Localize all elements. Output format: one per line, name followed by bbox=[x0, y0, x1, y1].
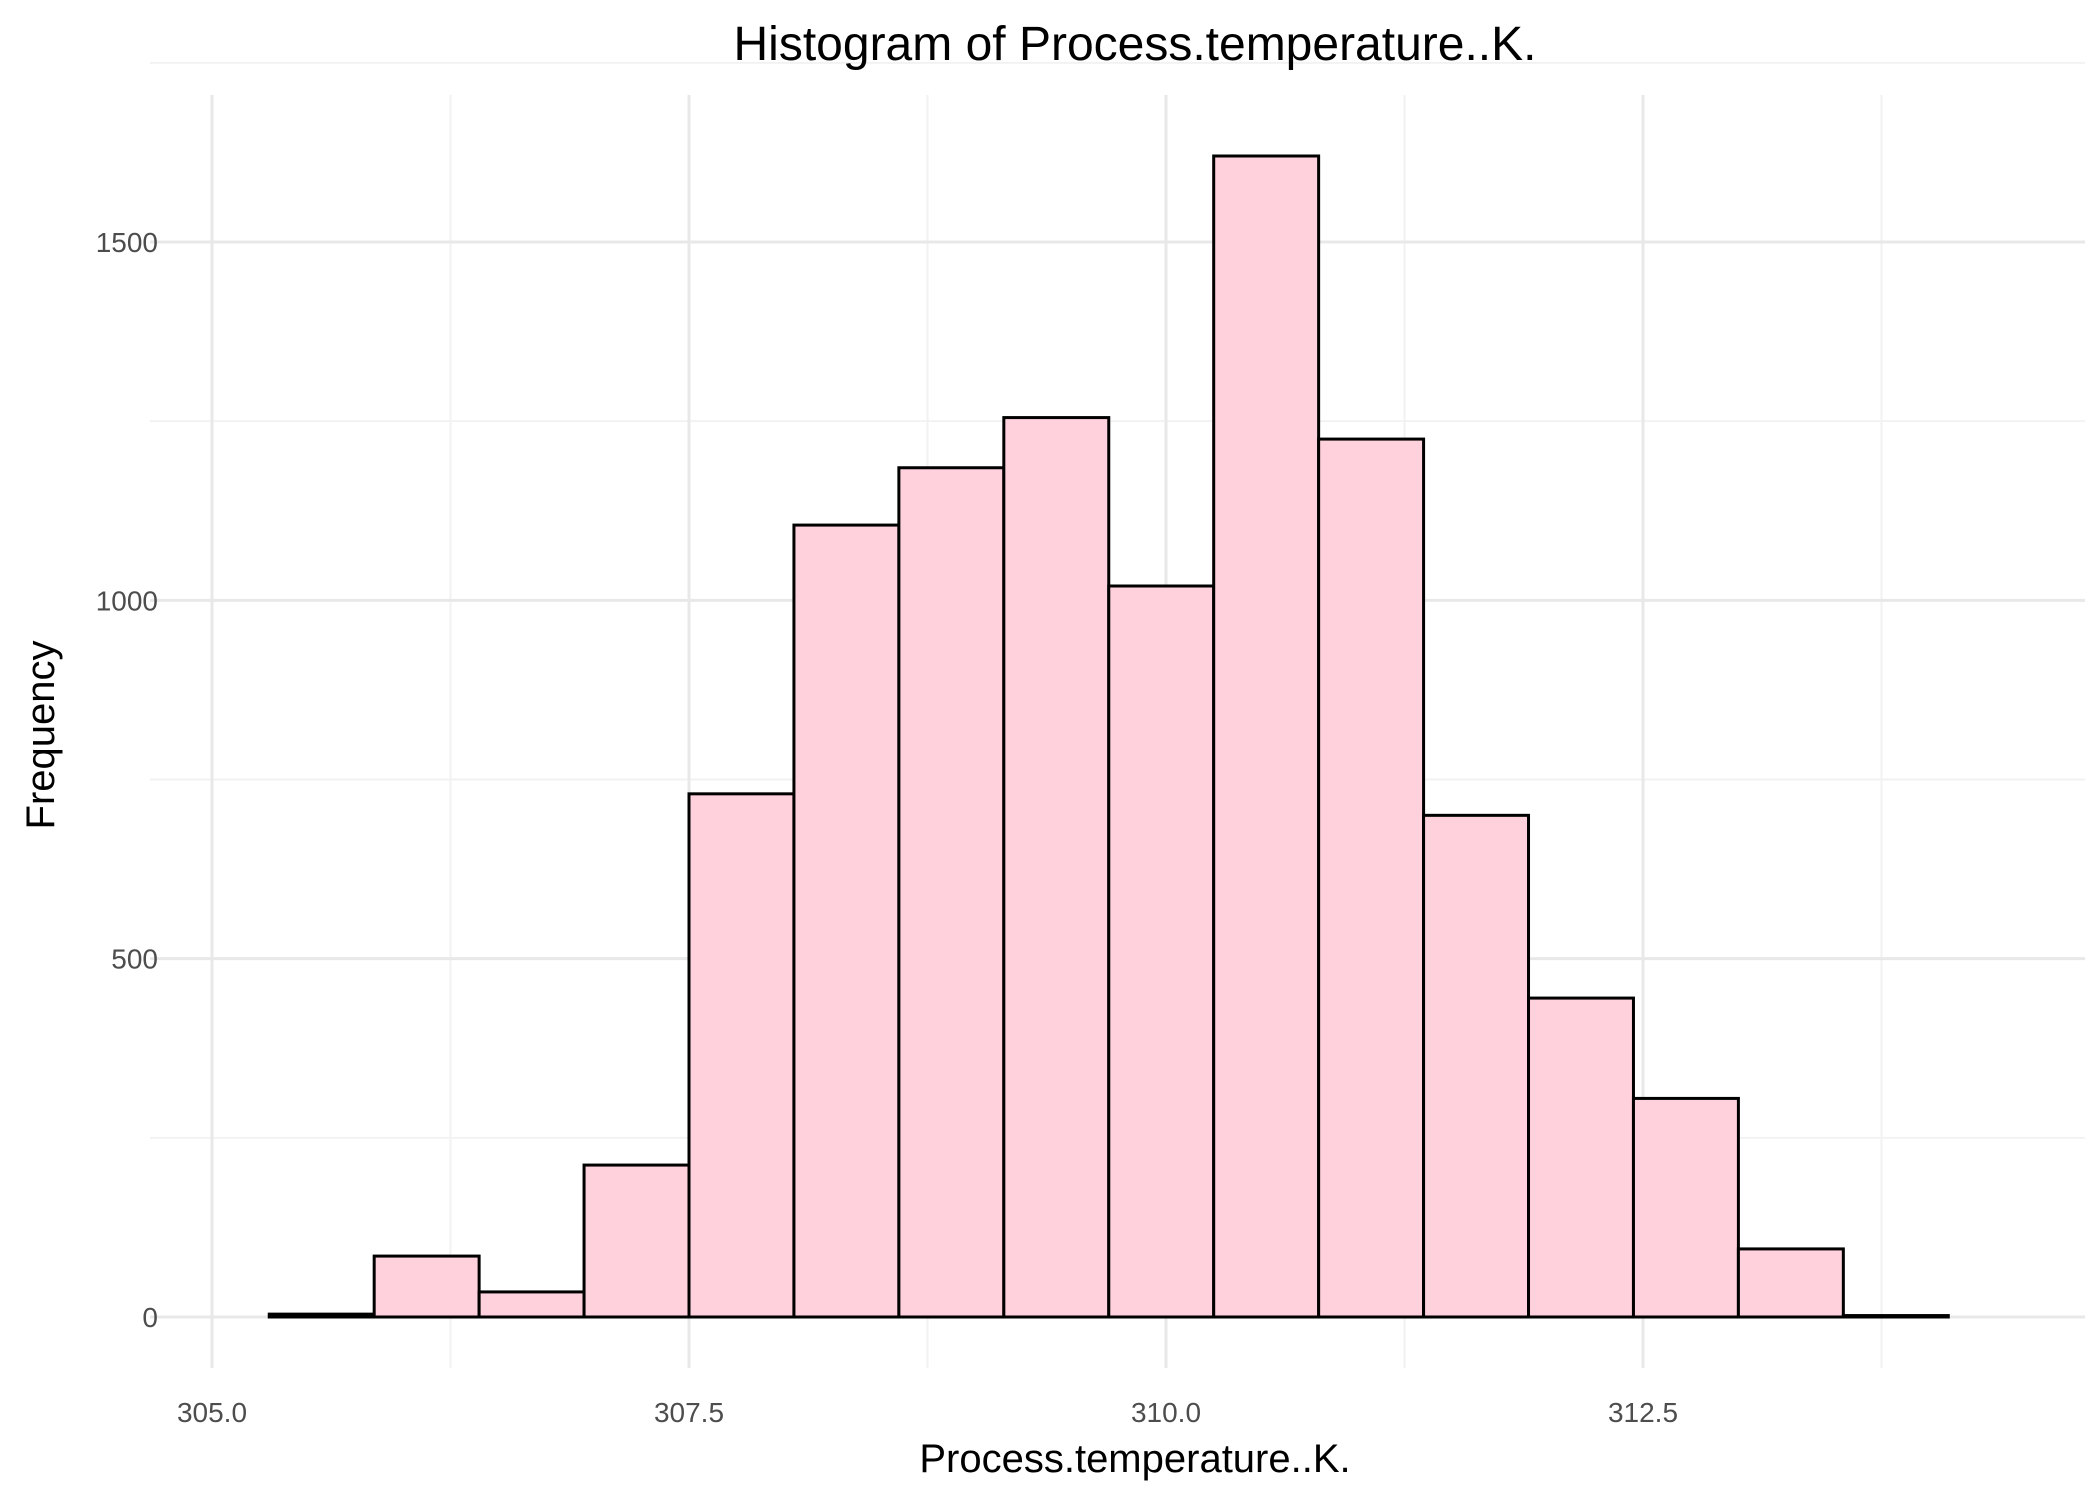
histogram-bar bbox=[1107, 584, 1216, 1319]
histogram-bar bbox=[582, 1163, 691, 1319]
x-axis-ticks: 305.0 307.5 310.0 312.5 bbox=[177, 1397, 1678, 1428]
histogram-bar bbox=[687, 792, 796, 1319]
histogram-bar bbox=[267, 1312, 376, 1319]
histogram-bar bbox=[1002, 416, 1111, 1319]
x-axis-title: Process.temperature..K. bbox=[919, 1437, 1350, 1481]
histogram-bar bbox=[1212, 154, 1321, 1319]
histogram-bar bbox=[897, 466, 1006, 1319]
x-tick-label: 307.5 bbox=[654, 1397, 724, 1428]
y-axis-ticks: 0 500 1000 1500 bbox=[96, 227, 158, 1333]
x-tick-label: 312.5 bbox=[1608, 1397, 1678, 1428]
histogram-bar bbox=[1841, 1314, 1950, 1319]
y-tick-label: 0 bbox=[142, 1302, 158, 1333]
histogram-bar bbox=[792, 523, 901, 1319]
histogram-bar bbox=[1631, 1096, 1740, 1319]
histogram-bars bbox=[267, 154, 1950, 1319]
y-tick-label: 500 bbox=[111, 944, 158, 975]
histogram-bar bbox=[1317, 437, 1426, 1319]
histogram-bar bbox=[1422, 813, 1531, 1319]
histogram-bar bbox=[1736, 1247, 1845, 1319]
x-tick-label: 305.0 bbox=[177, 1397, 247, 1428]
x-tick-label: 310.0 bbox=[1131, 1397, 1201, 1428]
y-tick-label: 1500 bbox=[96, 227, 158, 258]
chart-title: Histogram of Process.temperature..K. bbox=[734, 18, 1537, 71]
y-tick-label: 1000 bbox=[96, 585, 158, 616]
histogram-bar bbox=[477, 1290, 586, 1319]
histogram-bar bbox=[1527, 996, 1635, 1319]
y-axis-title: Frequency bbox=[19, 641, 63, 830]
histogram-bar bbox=[372, 1254, 481, 1319]
